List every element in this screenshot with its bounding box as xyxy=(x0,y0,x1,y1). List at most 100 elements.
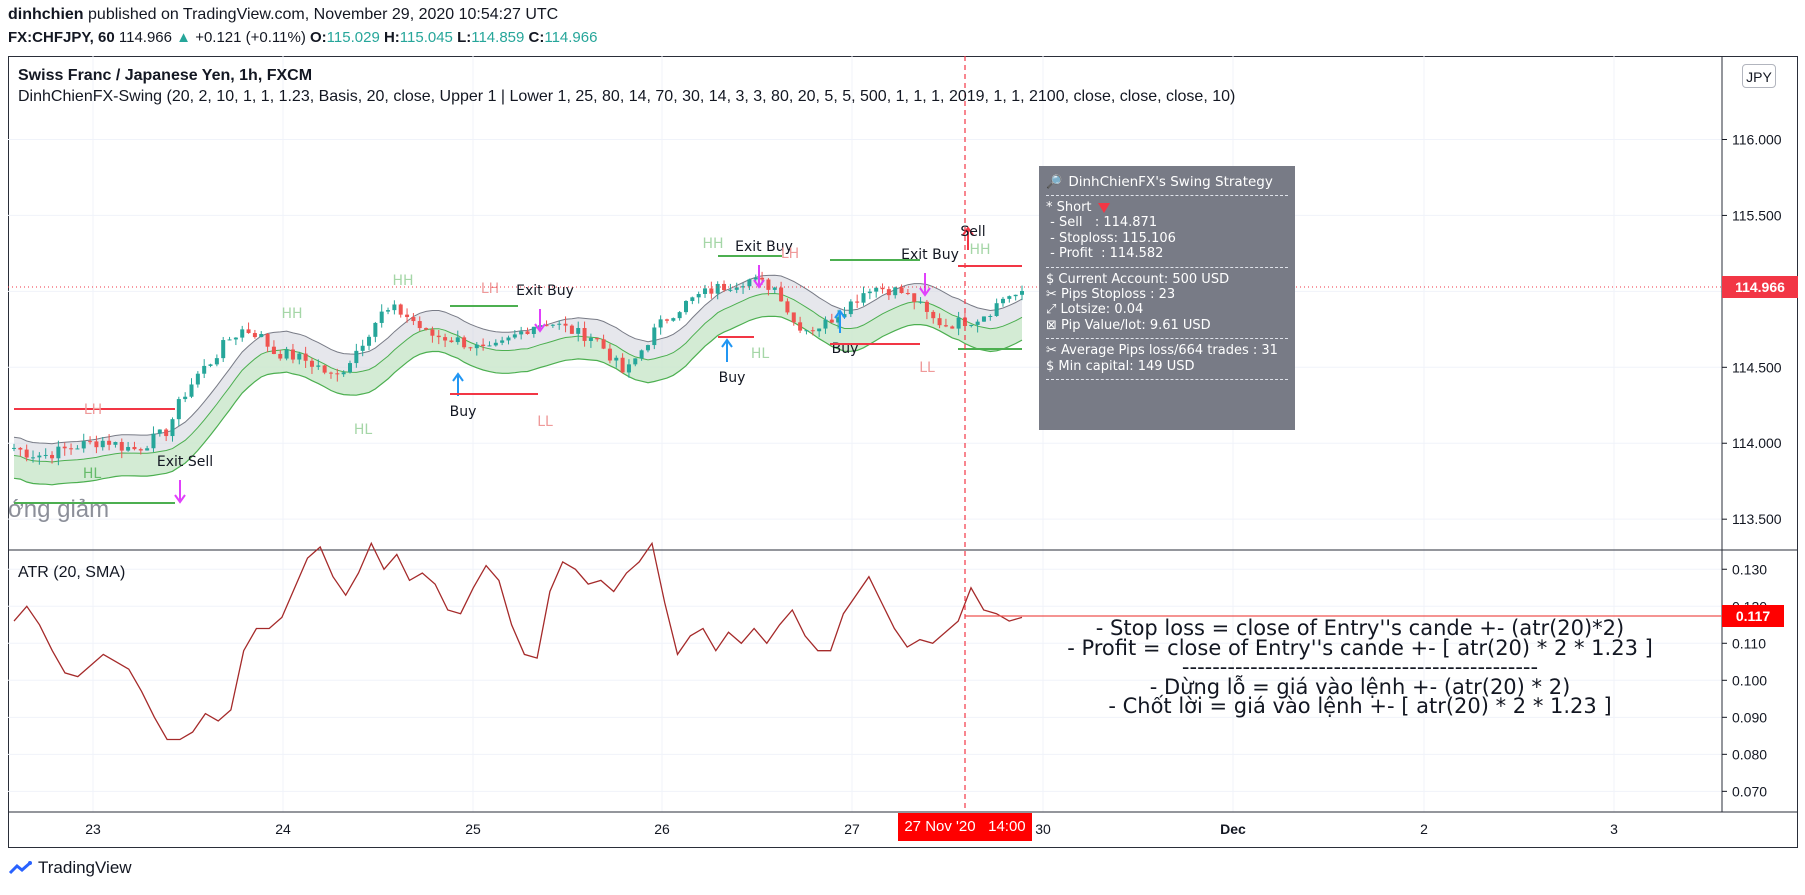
candle-body xyxy=(798,322,803,331)
signal-label: Exit Buy xyxy=(735,239,793,255)
crosshair-time-badge: 27 Nov '20 14:00 xyxy=(898,813,1032,841)
candle-body xyxy=(493,342,498,346)
open-value: 115.029 xyxy=(326,29,380,46)
candle-body xyxy=(37,455,42,458)
candle-body xyxy=(658,319,663,328)
swing-label: LH xyxy=(481,281,499,297)
candle-body xyxy=(734,287,739,290)
candle-body xyxy=(741,286,746,288)
candle-body xyxy=(214,358,219,365)
candle-body xyxy=(1007,296,1012,299)
tooltip-divider xyxy=(1046,338,1288,340)
candle-body xyxy=(290,349,295,360)
candle-body xyxy=(69,448,74,450)
candle-body xyxy=(481,344,486,347)
candle-body xyxy=(684,300,688,313)
indicator-legend[interactable]: DinhChienFX-Swing (20, 2, 10, 1, 1, 1.23… xyxy=(18,88,1236,105)
price-tick-label: 116.000 xyxy=(1732,131,1782,147)
candle-body xyxy=(779,287,784,302)
time-tick-label: 25 xyxy=(465,821,481,837)
candle-body xyxy=(31,457,36,459)
note-line: - Profit = close of Entry''s cande +- [ … xyxy=(1067,635,1653,660)
atr-tick-label: 0.090 xyxy=(1732,709,1767,725)
crosshair-date: 27 Nov '20 xyxy=(904,818,976,835)
tooltip-line: ✂ Average Pips loss/664 trades : 31 xyxy=(1046,343,1278,359)
candle-body xyxy=(100,440,105,448)
tooltip-header: 🔎 DinhChienFX's Swing Strategy xyxy=(1046,174,1288,190)
time-tick-label: 26 xyxy=(654,821,670,837)
candle-body xyxy=(550,324,555,326)
candle-body xyxy=(328,372,333,374)
candle-body xyxy=(240,329,245,338)
price-tick-label: 113.500 xyxy=(1732,511,1782,527)
candle-body xyxy=(519,331,524,335)
candle-body xyxy=(1013,294,1018,297)
candle-body xyxy=(335,373,340,375)
lower-band-fill xyxy=(14,293,1022,485)
candle-body xyxy=(430,329,435,336)
candle-body xyxy=(455,337,460,343)
open-label: O: xyxy=(310,29,327,46)
candle-body xyxy=(753,277,758,280)
high-label: H: xyxy=(383,29,400,46)
candle-body xyxy=(981,316,986,322)
candle-body xyxy=(176,399,181,420)
last-price-badge: 114.966 xyxy=(1722,276,1798,298)
candle-body xyxy=(341,372,346,375)
publish-header: dinhchien published on TradingView.com, … xyxy=(8,6,558,24)
candle-body xyxy=(252,333,257,338)
candle-body xyxy=(918,301,923,303)
candle-body xyxy=(265,334,270,347)
candle-body xyxy=(170,419,175,437)
tradingview-footer[interactable]: TradingView xyxy=(8,858,132,878)
high-value: 115.045 xyxy=(399,29,453,46)
candle-body xyxy=(107,440,112,445)
price-tick-label: 115.500 xyxy=(1732,207,1782,223)
atr-legend[interactable]: ATR (20, SMA) xyxy=(18,564,126,581)
candle-body xyxy=(360,345,365,351)
candle-body xyxy=(1000,298,1005,304)
signal-arrow-head xyxy=(919,287,931,297)
candle-body xyxy=(671,318,676,321)
candle-body xyxy=(443,337,448,341)
candle-body xyxy=(405,314,410,318)
candle-body xyxy=(157,429,162,434)
tooltip-line: ✂ Pips Stoploss : 23 xyxy=(1046,287,1176,303)
chart-frame[interactable] xyxy=(8,56,1798,848)
candle-body xyxy=(487,345,492,347)
candle-body xyxy=(950,326,955,329)
candle-body xyxy=(924,301,929,312)
tooltip-line: $ Current Account: 500 USD xyxy=(1046,271,1230,287)
currency-button[interactable]: JPY xyxy=(1742,64,1776,88)
candle-body xyxy=(804,330,809,332)
candle-body xyxy=(278,353,283,359)
swing-label: HH xyxy=(392,273,413,289)
author-name[interactable]: dinhchien xyxy=(8,6,84,23)
signal-arrow-head xyxy=(962,226,974,236)
candle-body xyxy=(563,323,568,326)
last-price: 114.966 xyxy=(118,29,172,46)
atr-tick-label: 0.130 xyxy=(1732,561,1767,577)
signal-arrow-head xyxy=(834,309,846,319)
note-line: - Dừng lỗ = giá vào lệnh +- (atr(20) * 2… xyxy=(1149,674,1571,699)
tooltip-line: ⤢ Lotsize: 0.04 xyxy=(1046,302,1144,318)
signal-label: Exit Buy xyxy=(516,283,574,299)
candle-body xyxy=(221,340,226,359)
upper-band-line xyxy=(13,274,1023,445)
chart-legend-title[interactable]: Swiss Franc / Japanese Yen, 1h, FXCM xyxy=(18,67,313,84)
signal-arrow-head xyxy=(753,279,765,289)
signal-arrow-head xyxy=(174,494,186,504)
candle-body xyxy=(379,311,384,323)
tooltip-line: ⊠ Pip Value/lot: 9.61 USD xyxy=(1046,317,1211,333)
candle-body xyxy=(645,345,650,351)
candle-body xyxy=(449,340,454,343)
time-tick-label: 27 xyxy=(844,821,860,837)
price-tick-label: 114.500 xyxy=(1732,359,1782,375)
atr-tick-label: 0.070 xyxy=(1732,783,1767,799)
candle-body xyxy=(760,277,765,280)
candle-body xyxy=(943,325,948,327)
candle-body xyxy=(715,283,720,294)
candle-body xyxy=(303,353,308,361)
